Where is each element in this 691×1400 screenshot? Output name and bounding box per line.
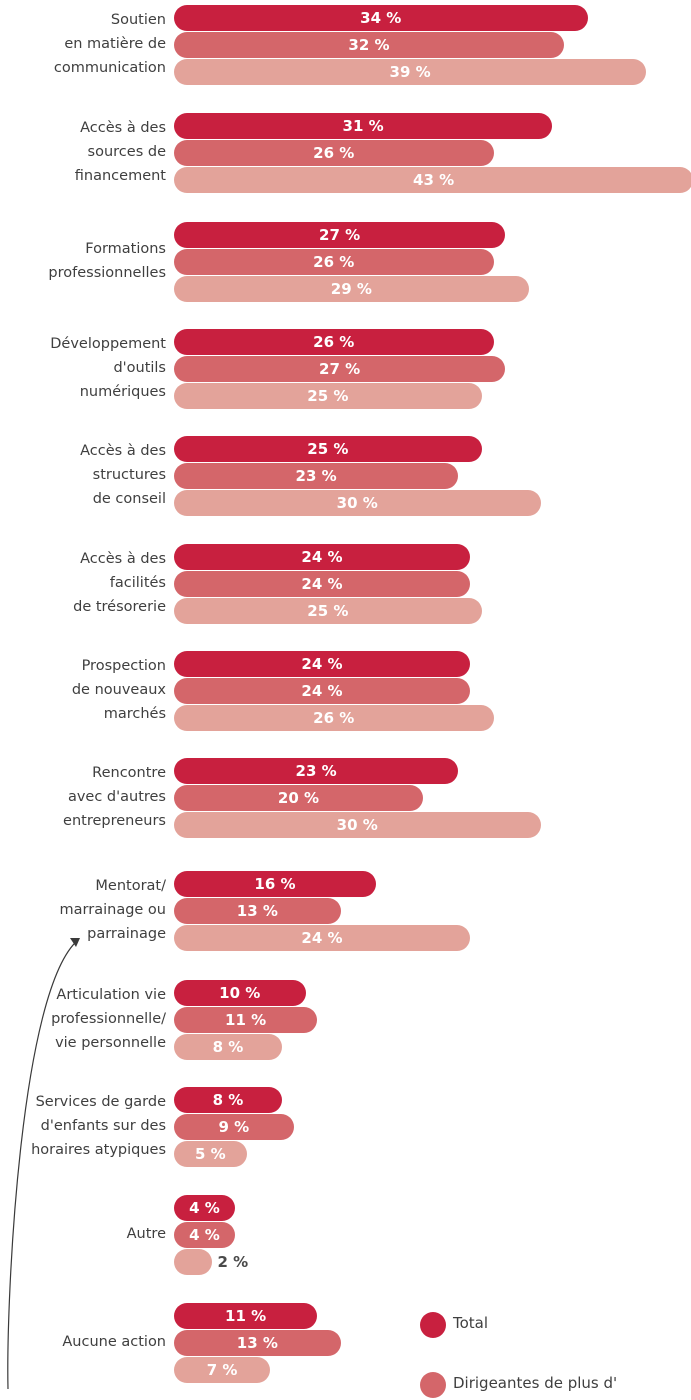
legend-label-total: Total <box>453 1314 489 1332</box>
bar <box>174 463 459 489</box>
bar <box>174 1007 318 1033</box>
bar <box>174 436 482 462</box>
bar <box>174 758 459 784</box>
bar <box>174 1303 318 1329</box>
bar-value-label: 8 % <box>212 1091 244 1109</box>
bar-value-label: 7 % <box>206 1361 238 1379</box>
bar-value-label: 30 % <box>336 816 378 834</box>
bar <box>174 571 470 597</box>
bar-value-label: 23 % <box>295 762 337 780</box>
bar <box>174 1195 235 1221</box>
bar <box>174 329 494 355</box>
bar <box>174 1222 235 1248</box>
bar-value-label: 11 % <box>225 1307 267 1325</box>
bar <box>174 222 506 248</box>
bar-value-label: 13 % <box>236 902 278 920</box>
bar-value-label: 43 % <box>413 171 455 189</box>
bar <box>174 5 588 31</box>
bar <box>174 1141 247 1167</box>
bar-value-label: 24 % <box>301 682 343 700</box>
bar <box>174 1034 282 1060</box>
bar-value-label: 4 % <box>189 1199 220 1217</box>
bar-value-label: 11 % <box>225 1011 267 1029</box>
bar <box>174 490 541 516</box>
category-label: Rencontre avec d'autres entrepreneurs <box>63 764 166 829</box>
category-label: Accès à des sources de financement <box>74 119 166 184</box>
bar <box>174 898 341 924</box>
bar <box>174 1114 294 1140</box>
bar-value-label: 39 % <box>389 63 431 81</box>
bar-value-label: 2 % <box>217 1253 249 1271</box>
bar <box>174 812 541 838</box>
bar <box>174 32 564 58</box>
bar <box>174 1357 271 1383</box>
bar-value-label: 26 % <box>313 144 355 162</box>
bar <box>174 59 647 85</box>
bar-value-label: 24 % <box>301 929 343 947</box>
bar-value-label: 8 % <box>212 1038 244 1056</box>
category-label: Mentorat/marrainage ou parrainage <box>59 877 166 942</box>
bar <box>174 167 691 193</box>
bar <box>174 383 482 409</box>
bar-value-label: 27 % <box>319 226 361 244</box>
bar <box>174 678 470 704</box>
category-label: Développement d'outils numériques <box>50 335 166 400</box>
bar-value-label: 27 % <box>319 360 361 378</box>
bar-value-label: 24 % <box>301 655 343 673</box>
bar <box>174 356 506 382</box>
bar <box>174 113 553 139</box>
category-label: Soutien en matière de communication <box>53 11 166 76</box>
category-label: Accès à des facilités de trésorerie <box>73 550 166 615</box>
bar-value-label: 26 % <box>313 709 355 727</box>
bar <box>174 140 494 166</box>
bar-value-label: 24 % <box>301 548 343 566</box>
bar <box>174 544 470 570</box>
category-label: Autre <box>126 1225 166 1242</box>
bar-value-label: 32 % <box>348 36 390 54</box>
bar <box>174 1330 341 1356</box>
bar-value-label: 23 % <box>295 467 337 485</box>
bar <box>174 705 494 731</box>
legend-swatch-series-2 <box>420 1372 446 1398</box>
bar-value-label: 5 % <box>195 1145 226 1163</box>
bar-value-label: 29 % <box>330 280 372 298</box>
bar-value-label: 9 % <box>218 1118 250 1136</box>
bar-value-label: 31 % <box>342 117 384 135</box>
bar <box>174 871 376 897</box>
bar <box>174 785 423 811</box>
category-label: Articulation vie professionnelle/vie pers… <box>51 986 166 1051</box>
bar-value-label: 25 % <box>307 387 349 405</box>
bar-value-label: 30 % <box>336 494 378 512</box>
bar-value-label: 24 % <box>301 575 343 593</box>
bar <box>174 980 306 1006</box>
bar-value-label: 25 % <box>307 602 349 620</box>
category-label: Prospection de nouveaux marchés <box>71 657 166 722</box>
bar <box>174 925 470 951</box>
category-label: Services de garde d'enfants sur des horair… <box>31 1093 166 1158</box>
bar <box>174 1087 282 1113</box>
bar-value-label: 25 % <box>307 440 349 458</box>
legend-swatch-total <box>420 1312 446 1338</box>
bar-value-label: 20 % <box>277 789 320 807</box>
category-label: Formations professionnelles <box>48 240 166 281</box>
bar-value-label: 34 % <box>360 9 402 27</box>
bar-value-label: 10 % <box>219 984 261 1002</box>
bar-value-label: 26 % <box>313 253 355 271</box>
bar-value-label: 26 % <box>313 333 355 351</box>
bar <box>174 249 494 275</box>
bar-value-label: 13 % <box>236 1334 278 1352</box>
bar-value-label: 16 % <box>254 875 296 893</box>
bar <box>174 1249 212 1275</box>
legend-label-series-2: Dirigeantes de plus d' <box>453 1374 618 1392</box>
category-label: Aucune action <box>62 1333 166 1350</box>
bar-value-label: 4 % <box>189 1226 220 1244</box>
bar <box>174 276 529 302</box>
category-label: Accès à des structures de conseil <box>80 442 166 507</box>
bar <box>174 598 482 624</box>
bar <box>174 651 470 677</box>
